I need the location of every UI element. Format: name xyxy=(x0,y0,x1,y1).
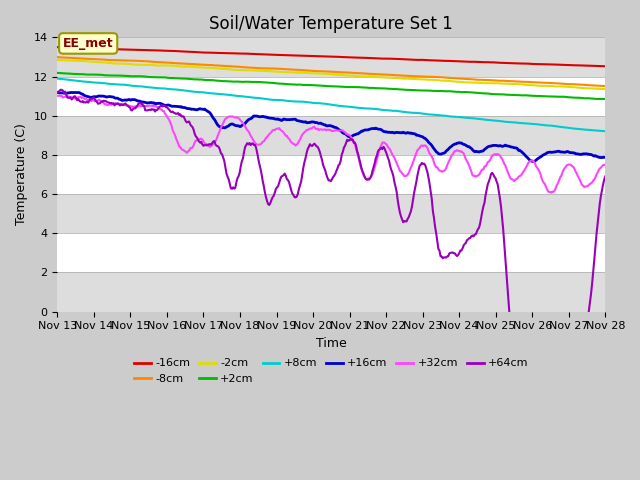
X-axis label: Time: Time xyxy=(316,337,347,350)
Legend: -16cm, -8cm, -2cm, +2cm, +8cm, +16cm, +32cm, +64cm: -16cm, -8cm, -2cm, +2cm, +8cm, +16cm, +3… xyxy=(130,354,533,388)
Title: Soil/Water Temperature Set 1: Soil/Water Temperature Set 1 xyxy=(209,15,453,33)
Bar xyxy=(58,37,605,76)
Text: EE_met: EE_met xyxy=(63,37,113,50)
Y-axis label: Temperature (C): Temperature (C) xyxy=(15,123,28,226)
Bar xyxy=(58,116,605,155)
Bar xyxy=(58,273,605,312)
Bar xyxy=(58,194,605,233)
